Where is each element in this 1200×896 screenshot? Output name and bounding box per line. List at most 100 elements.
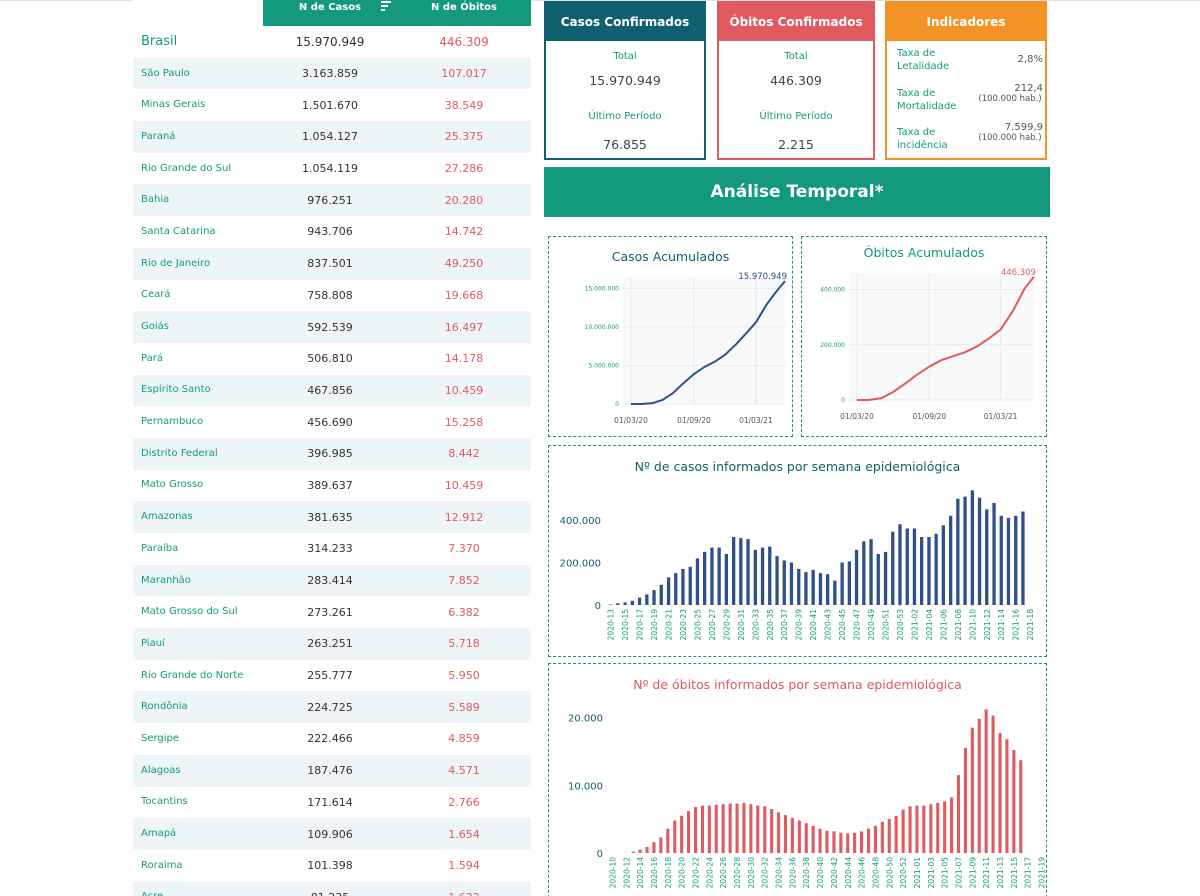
table-row[interactable]: Brasil 15.970.949 446.309	[133, 26, 531, 58]
table-row[interactable]: Acre81.2351.632	[133, 881, 531, 896]
table-row[interactable]: Bahia 976.251 20.280	[133, 184, 531, 217]
table-row[interactable]: Rio Grande do Norte 255.777 5.950	[133, 660, 531, 692]
deaths-value: 107.017	[441, 67, 487, 81]
bar	[768, 546, 772, 605]
state-name: Tocantins	[141, 796, 188, 808]
table-header: N de Casos N de Óbitos	[263, 0, 531, 26]
bar	[770, 809, 774, 853]
bar	[898, 524, 902, 606]
state-name: Mato Grosso do Sul	[141, 606, 238, 618]
bar	[700, 805, 704, 853]
x-tick-label: 2020-21	[665, 609, 674, 641]
table-row[interactable]: Rio de Janeiro 837.501 49.250	[133, 247, 531, 280]
table-row[interactable]: Distrito Federal 396.985 8.442	[133, 437, 531, 470]
col-header-cases[interactable]: N de Casos	[298, 2, 362, 13]
bar	[707, 805, 711, 853]
col-header-deaths[interactable]: N de Óbitos	[431, 2, 497, 13]
table-row[interactable]: São Paulo 3.163.859 107.017	[133, 57, 531, 90]
deaths-value: 5.718	[448, 637, 480, 651]
table-row[interactable]: Roraima 101.398 1.594	[133, 850, 531, 882]
bar	[1005, 739, 1009, 853]
table-row[interactable]: Sergipe 222.466 4.859	[133, 723, 531, 755]
bar	[839, 832, 843, 853]
last-period-label: Último Período	[759, 111, 833, 122]
bar	[739, 538, 743, 605]
mortalidade-label: Taxa de Mortalidade	[897, 88, 957, 112]
cases-value: 837.501	[307, 257, 353, 271]
state-name: Rondônia	[141, 701, 188, 713]
table-row[interactable]: Pará 506.810 14.178	[133, 343, 531, 375]
bar	[687, 811, 691, 853]
bar	[756, 805, 760, 853]
table-row[interactable]: Tocantins 171.614 2.766	[133, 787, 531, 819]
table-row[interactable]: Alagoas 187.476 4.571	[133, 754, 531, 787]
cases-value: 81.235	[263, 882, 397, 896]
table-row[interactable]: Rondônia 224.725 5.589	[133, 691, 531, 724]
bar	[674, 573, 678, 605]
chart-title: Casos Acumulados	[611, 249, 730, 264]
table-row[interactable]: Espírito Santo 467.856 10.459	[133, 374, 531, 407]
total-label: Total	[784, 51, 808, 62]
x-tick-label: 2020-46	[858, 857, 867, 889]
deaths-value: 10.459	[444, 478, 484, 492]
bar	[936, 802, 940, 853]
bar	[922, 805, 926, 853]
bar	[714, 804, 718, 853]
x-tick-label: 01/03/20	[614, 416, 648, 425]
x-tick-label: 2021-15	[1010, 857, 1019, 889]
cases-value: 592.539	[307, 320, 353, 334]
table-row[interactable]: Santa Catarina 943.706 14.742	[133, 216, 531, 248]
bar	[912, 528, 917, 605]
bar	[949, 515, 953, 606]
deaths-value: 25.375	[444, 130, 484, 144]
bar	[860, 831, 864, 853]
bar	[782, 560, 786, 605]
table-row[interactable]: Paraná 1.054.127 25.375	[133, 121, 531, 153]
table-row[interactable]: Minas Gerais 1.501.670 38.549	[133, 89, 531, 121]
bar	[908, 806, 912, 853]
table-row[interactable]: Amapá 109.906 1.654	[133, 818, 531, 850]
table-row[interactable]: Piauí 263.251 5.718	[133, 628, 531, 660]
state-name: Paraíba	[141, 542, 179, 554]
last-period-value: 2.215	[778, 137, 814, 152]
table-row[interactable]: Maranhão 283.414 7.852	[133, 564, 531, 597]
cases-value: 389.637	[307, 478, 353, 492]
table-row[interactable]: Mato Grosso 389.637 10.459	[133, 470, 531, 502]
x-tick-label: 2020-43	[824, 609, 833, 641]
chart-title: Nº de casos informados por semana epidem…	[634, 459, 961, 474]
table-row[interactable]: Amazonas 381.635 12.912	[133, 501, 531, 533]
bar	[984, 709, 988, 853]
cases-value: 101.398	[307, 859, 353, 873]
x-tick-label: 2020-47	[853, 609, 862, 641]
x-tick-label: 2020-48	[871, 857, 880, 889]
cases-value: 314.233	[307, 542, 353, 556]
table-row[interactable]: Pernambuco 456.690 15.258	[133, 406, 531, 438]
sort-icon[interactable]	[381, 1, 391, 13]
chart-obitos-semanais: Nº de óbitos informados por semana epide…	[548, 663, 1047, 896]
bar	[804, 572, 808, 605]
table-row[interactable]: Rio Grande do Sul 1.054.119 27.286	[133, 153, 531, 185]
x-tick-label: 2020-18	[664, 857, 673, 889]
x-tick-label: 2021-14	[997, 609, 1006, 641]
bar	[811, 825, 815, 853]
y-tick-label: 0	[597, 849, 603, 860]
x-tick-label: 2021-12	[983, 609, 992, 641]
cases-value: 273.261	[307, 605, 353, 619]
table-row[interactable]: Ceará 758.808 19.668	[133, 280, 531, 312]
card-title: Óbitos Confirmados	[719, 3, 873, 41]
table-row[interactable]: Mato Grosso do Sul 273.261 6.382	[133, 596, 531, 628]
card-title: Indicadores	[887, 3, 1045, 41]
y-tick-label: 400.000	[820, 287, 845, 294]
x-tick-label: 2020-34	[775, 857, 784, 889]
table-row[interactable]: Paraíba 314.233 7.370	[133, 533, 531, 565]
total-value: 446.309	[770, 73, 822, 88]
deaths-value: 15.258	[444, 415, 484, 429]
x-tick-label: 2021-04	[925, 609, 934, 641]
x-tick-label: 2021-10	[968, 609, 977, 641]
bar	[998, 733, 1002, 853]
series-line	[631, 280, 786, 405]
table-row[interactable]: Goiás 592.539 16.497	[133, 311, 531, 343]
x-tick-label: 2020-12	[622, 857, 631, 889]
deaths-value: 1.594	[448, 859, 480, 873]
deaths-value: 38.549	[444, 98, 484, 112]
